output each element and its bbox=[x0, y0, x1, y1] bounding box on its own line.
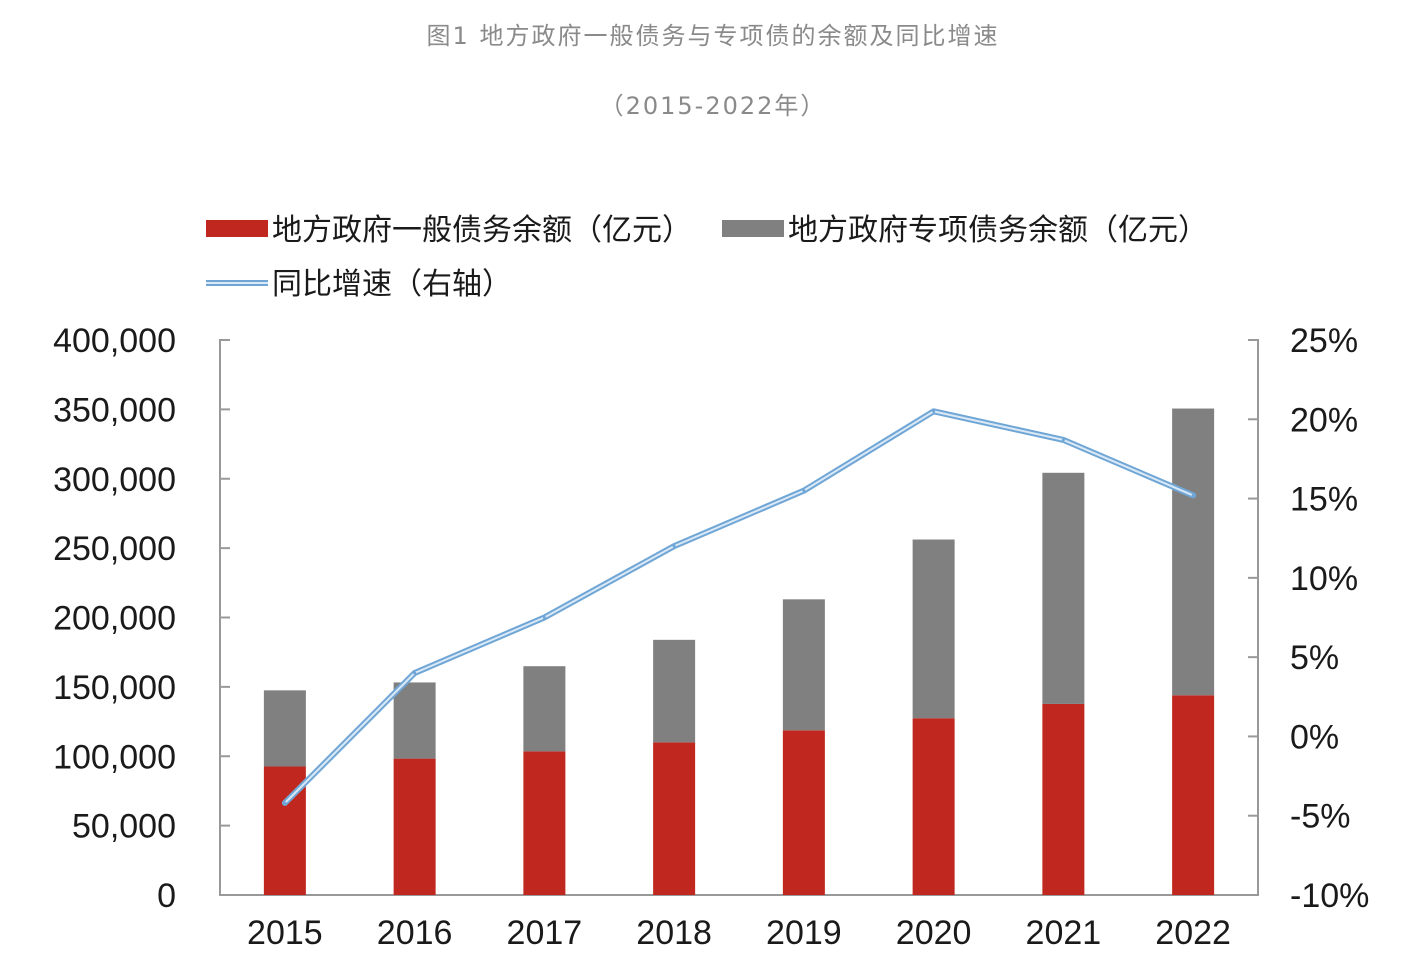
x-tick-label: 2017 bbox=[507, 914, 583, 952]
legend-label-growth: 同比增速（右轴） bbox=[272, 267, 512, 302]
left-tick-label: 150,000 bbox=[53, 669, 176, 707]
growth-point bbox=[932, 409, 936, 413]
bar-special-debt bbox=[523, 666, 566, 752]
left-tick-label: 100,000 bbox=[53, 738, 176, 776]
axes: 0 50,000 100,000 150,000 200,000 250,000 300,0… bbox=[53, 322, 1369, 952]
left-tick-label: 0 bbox=[157, 877, 176, 915]
bar-general-debt bbox=[523, 751, 566, 895]
x-tick-label: 2021 bbox=[1026, 914, 1102, 952]
growth-line-inner bbox=[283, 410, 1195, 805]
growth-point bbox=[413, 671, 417, 675]
bar-general-debt bbox=[1042, 703, 1085, 895]
growth-point bbox=[542, 616, 546, 619]
right-tick-label: 0% bbox=[1290, 718, 1339, 756]
left-tick-label: 50,000 bbox=[72, 808, 176, 846]
legend-label-general: 地方政府一般债务余额（亿元） bbox=[272, 213, 692, 248]
x-tick-label: 2016 bbox=[377, 914, 453, 952]
right-tick-label: 5% bbox=[1290, 639, 1339, 677]
growth-point bbox=[1191, 493, 1195, 497]
growth-point bbox=[672, 544, 676, 548]
bar-special-debt bbox=[1042, 472, 1085, 704]
legend: 地方政府一般债务余额（亿元） 地方政府专项债务余额（亿元） 同比增速（右轴） bbox=[206, 213, 1208, 302]
left-tick-label: 300,000 bbox=[53, 461, 176, 499]
bars bbox=[263, 408, 1215, 895]
x-tick-label: 2019 bbox=[766, 914, 842, 952]
chart-title: 图1 地方政府一般债务与专项债的余额及同比增速 bbox=[426, 22, 1000, 50]
growth-point bbox=[802, 489, 806, 493]
bar-special-debt bbox=[782, 599, 825, 731]
growth-point bbox=[1061, 438, 1065, 442]
right-tick-label: 10% bbox=[1290, 560, 1358, 598]
left-tick-label: 400,000 bbox=[53, 322, 176, 360]
bar-special-debt bbox=[263, 690, 306, 767]
left-tick-label: 250,000 bbox=[53, 530, 176, 568]
bar-general-debt bbox=[782, 730, 825, 895]
x-tick-label: 2020 bbox=[896, 914, 972, 952]
legend-swatch-general bbox=[206, 220, 268, 237]
left-tick-label: 200,000 bbox=[53, 600, 176, 638]
bar-special-debt bbox=[1172, 408, 1215, 696]
right-tick-label: 15% bbox=[1290, 481, 1358, 519]
bar-general-debt bbox=[912, 718, 955, 895]
right-tick-label: 20% bbox=[1290, 401, 1358, 439]
legend-swatch-special bbox=[722, 220, 784, 237]
right-tick-label: 25% bbox=[1290, 322, 1358, 360]
legend-label-special: 地方政府专项债务余额（亿元） bbox=[788, 213, 1208, 248]
x-tick-label: 2022 bbox=[1155, 914, 1231, 952]
growth-line-group bbox=[281, 408, 1197, 807]
x-tick-label: 2018 bbox=[636, 914, 712, 952]
bar-special-debt bbox=[653, 639, 696, 743]
bar-general-debt bbox=[393, 758, 436, 895]
bar-general-debt bbox=[1172, 695, 1215, 895]
right-tick-label: -5% bbox=[1290, 798, 1350, 836]
bar-special-debt bbox=[393, 682, 436, 759]
chart-subtitle: （2015-2022年） bbox=[599, 92, 827, 120]
x-tick-label: 2015 bbox=[247, 914, 323, 952]
bar-special-debt bbox=[912, 539, 955, 719]
left-tick-label: 350,000 bbox=[53, 391, 176, 429]
bar-general-debt bbox=[653, 742, 696, 895]
growth-point bbox=[283, 801, 287, 805]
right-tick-label: -10% bbox=[1290, 877, 1369, 915]
